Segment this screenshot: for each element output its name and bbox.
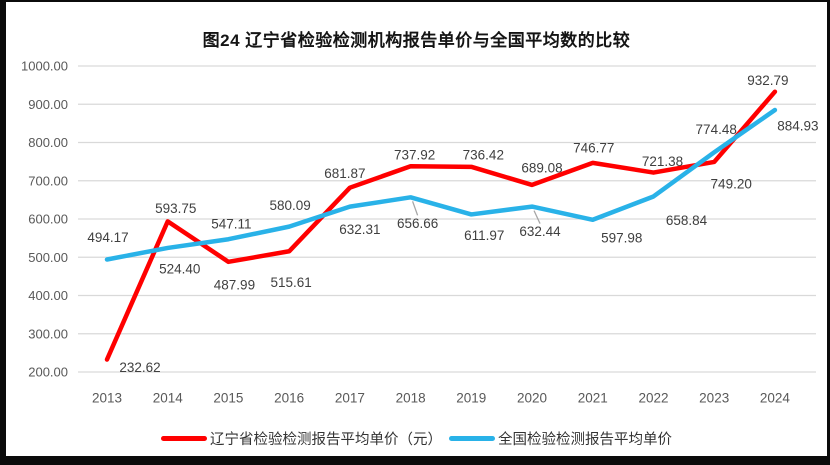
data-label: 580.09	[270, 198, 311, 213]
x-axis-tick-label: 2020	[517, 391, 547, 406]
y-axis-tick-label: 700.00	[28, 173, 68, 188]
series-line-0	[104, 89, 778, 362]
series-line-1	[104, 107, 778, 262]
label-leader-line	[533, 210, 541, 224]
legend: 辽宁省检验检测报告平均单价（元） 全国检验检测报告平均单价	[6, 428, 827, 449]
data-label: 524.40	[159, 261, 200, 276]
y-axis-tick-label: 300.00	[28, 326, 68, 341]
x-axis-tick-label: 2015	[213, 391, 243, 406]
data-label: 515.61	[271, 275, 312, 290]
data-label: 884.93	[777, 119, 818, 134]
data-label: 597.98	[601, 230, 642, 245]
legend-swatch-national	[449, 436, 495, 441]
data-label: 611.97	[464, 228, 504, 243]
x-axis-tick-label: 2013	[92, 391, 122, 406]
data-label: 656.66	[397, 216, 438, 231]
data-label: 494.17	[87, 230, 128, 245]
data-label: 632.31	[339, 222, 380, 237]
data-label: 746.77	[573, 140, 614, 155]
data-label: 593.75	[155, 201, 196, 216]
data-label: 774.48	[696, 122, 737, 137]
chart-canvas: 1000.00 900.00 800.00 700.00 600.00 500.00 400…	[6, 2, 827, 456]
y-axis-tick-label: 600.00	[28, 212, 68, 227]
data-label: 749.20	[711, 176, 752, 191]
data-label: 232.62	[119, 360, 160, 375]
data-label: 689.08	[521, 160, 562, 175]
data-label: 932.79	[747, 73, 788, 88]
y-axis-tick-label: 500.00	[28, 250, 68, 265]
y-axis-tick-label: 800.00	[28, 135, 68, 150]
data-label: 736.42	[463, 147, 504, 162]
y-axis-tick-label: 900.00	[28, 97, 68, 112]
legend-label-national: 全国检验检测报告平均单价	[498, 432, 672, 448]
data-label: 632.44	[519, 224, 561, 239]
legend-item-national: 全国检验检测报告平均单价	[449, 428, 672, 449]
legend-item-liaoning: 辽宁省检验检测报告平均单价（元）	[161, 428, 442, 449]
y-axis-tick-label: 200.00	[28, 365, 68, 380]
x-axis-tick-label: 2017	[335, 391, 365, 406]
data-label: 547.11	[211, 217, 251, 232]
data-label: 658.84	[666, 213, 708, 228]
data-label: 681.87	[324, 166, 365, 181]
legend-swatch-liaoning	[161, 436, 207, 441]
y-axis-tick-label: 1000.00	[21, 59, 68, 74]
label-leader-line	[411, 201, 419, 216]
x-axis-tick-label: 2014	[153, 391, 184, 406]
data-label: 737.92	[394, 148, 435, 163]
x-axis-tick-label: 2016	[274, 391, 304, 406]
x-axis-tick-label: 2022	[638, 391, 668, 406]
data-label: 721.38	[642, 154, 683, 169]
x-axis-tick-label: 2019	[456, 391, 486, 406]
chart-title: 图24 辽宁省检验检测机构报告单价与全国平均数的比较	[202, 31, 631, 50]
x-axis-tick-label: 2018	[396, 391, 426, 406]
data-label: 487.99	[214, 277, 255, 292]
y-axis-tick-label: 400.00	[28, 288, 68, 303]
x-axis-tick-label: 2023	[699, 391, 729, 406]
x-axis-tick-label: 2021	[578, 391, 608, 406]
x-axis-tick-label: 2024	[760, 391, 791, 406]
legend-label-liaoning: 辽宁省检验检测报告平均单价（元）	[210, 432, 442, 448]
